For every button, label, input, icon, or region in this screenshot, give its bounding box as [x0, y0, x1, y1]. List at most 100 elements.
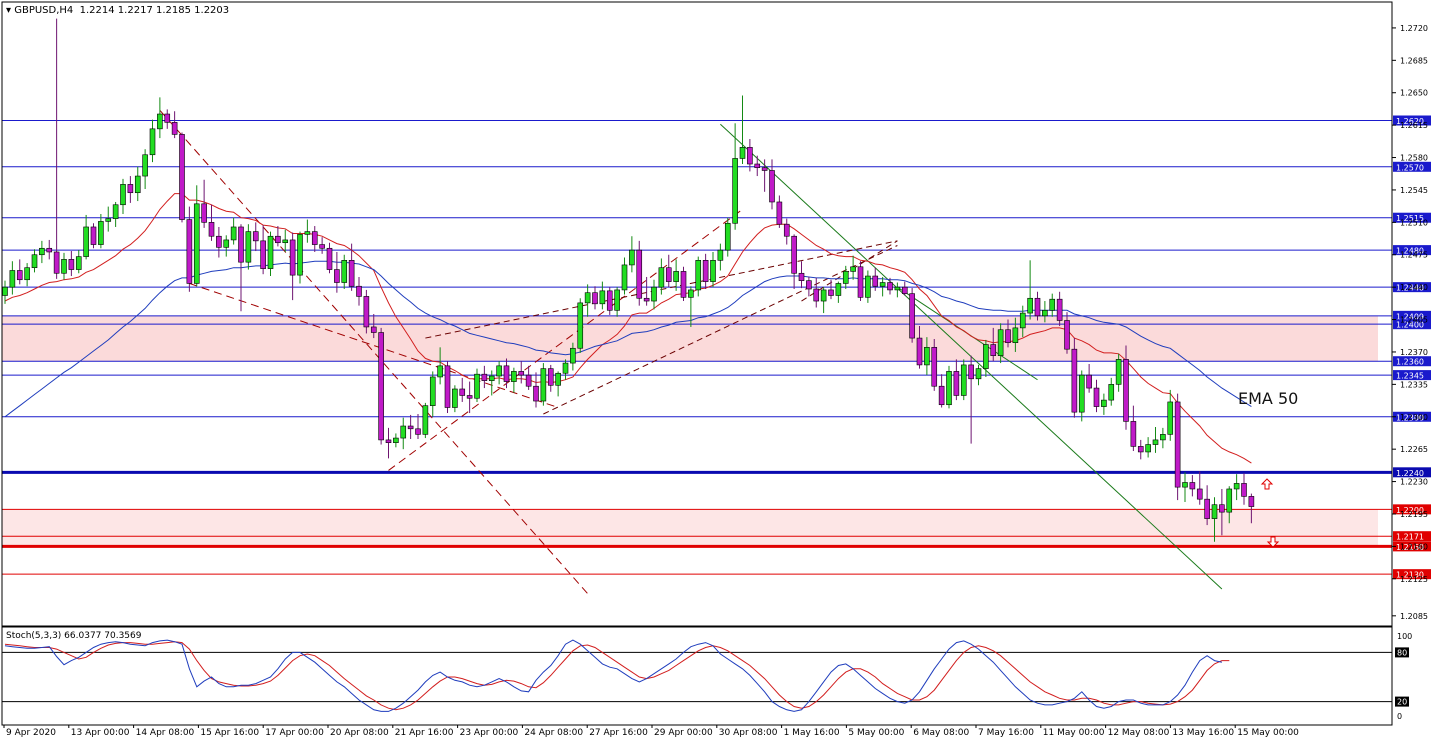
price-zone — [2, 315, 1378, 362]
bear-candle — [1071, 348, 1078, 413]
bear-candle — [53, 251, 60, 274]
bear-candle — [872, 275, 879, 287]
buy-arrow-icon — [1260, 478, 1274, 490]
bear-candle — [1219, 504, 1225, 513]
bear-candle — [791, 235, 797, 274]
bear-candle — [761, 167, 768, 171]
bear-candle — [806, 280, 812, 290]
bull-candle — [997, 329, 1004, 356]
bull-candle — [98, 221, 104, 245]
bull-candle — [1012, 327, 1019, 344]
level-price-tag — [1393, 370, 1431, 381]
bear-candle — [636, 249, 643, 299]
bear-candle — [127, 184, 134, 194]
bear-candle — [208, 222, 215, 237]
bear-candle — [356, 285, 362, 297]
bear-candle — [1034, 297, 1041, 317]
bear-candle — [769, 170, 775, 203]
bear-candle — [503, 365, 510, 382]
bull-candle — [673, 271, 679, 282]
bull-candle — [1108, 384, 1115, 401]
bull-candle — [1226, 488, 1233, 513]
time-tick-label: 29 Apr 00:00 — [654, 728, 713, 738]
bull-candle — [223, 239, 230, 248]
bear-candle — [90, 226, 97, 245]
price-tick-label: 1.2125 — [1400, 575, 1428, 584]
bear-candle — [680, 271, 687, 298]
bull-candle — [1049, 298, 1056, 311]
trend-line — [801, 240, 898, 302]
bull-candle — [9, 270, 16, 288]
bull-candle — [555, 372, 561, 386]
bear-candle — [1204, 498, 1210, 519]
time-tick-label: 30 Apr 08:00 — [719, 728, 778, 738]
bear-candle — [776, 201, 783, 225]
bear-candle — [754, 163, 761, 169]
time-tick-label: 5 May 00:00 — [848, 728, 904, 738]
bear-candle — [319, 244, 325, 249]
level-price-label: 1.2160 — [1396, 543, 1424, 552]
stoch-level-tag — [1395, 696, 1409, 707]
bull-candle — [732, 158, 738, 224]
level-price-tag — [1393, 541, 1431, 552]
time-tick-label: 9 Apr 2020 — [6, 728, 56, 738]
bull-candle — [1211, 504, 1218, 519]
bull-candle — [614, 289, 620, 311]
bull-candle — [267, 235, 274, 269]
stochastic-frame — [1, 626, 1393, 726]
bull-candle — [400, 425, 407, 439]
price-tick-label: 1.2580 — [1400, 154, 1428, 163]
bull-candle — [1027, 297, 1033, 314]
stochastic-panel: 100 80 20 0 — [2, 632, 1412, 721]
chart-menu-arrow-icon[interactable]: ▾ — [6, 5, 15, 16]
bull-candle — [341, 260, 348, 283]
bull-candle — [1019, 312, 1026, 329]
bull-candle — [1115, 359, 1122, 385]
bull-candle — [894, 286, 901, 291]
bull-candle — [724, 222, 731, 251]
bull-candle — [282, 239, 289, 244]
level-price-tag — [1393, 411, 1431, 422]
bear-candle — [481, 373, 488, 381]
bull-candle — [193, 203, 200, 284]
price-tick-label: 1.2615 — [1400, 121, 1428, 130]
time-tick-label: 15 May 00:00 — [1237, 728, 1299, 738]
level-price-label: 1.2300 — [1396, 413, 1424, 422]
price-tick-label: 1.2160 — [1400, 542, 1428, 551]
price-tick-label: 1.2720 — [1400, 24, 1428, 33]
bear-candle — [252, 231, 259, 242]
level-price-label: 1.2620 — [1396, 117, 1424, 126]
bear-candle — [643, 297, 650, 302]
bull-candle — [983, 344, 989, 369]
price-tick-label: 1.2685 — [1400, 56, 1428, 65]
bear-candle — [1064, 320, 1070, 350]
level-price-tag — [1393, 161, 1431, 172]
bear-candle — [444, 365, 451, 408]
bear-candle — [828, 289, 834, 296]
level-price-label: 1.2515 — [1396, 214, 1424, 223]
price-tick-label: 1.2545 — [1400, 186, 1428, 195]
bull-candle — [496, 365, 502, 377]
time-tick-label: 20 Apr 08:00 — [330, 728, 389, 738]
bull-candle — [429, 376, 436, 406]
level-price-label: 1.2345 — [1396, 372, 1424, 381]
bear-candle — [968, 364, 974, 380]
stoch-level-label: 100 — [1397, 632, 1412, 641]
stoch-main-line — [4, 639, 1223, 712]
bull-candle — [75, 256, 82, 270]
bull-candle — [879, 282, 886, 287]
bull-candle — [230, 226, 237, 241]
bear-candle — [901, 286, 908, 294]
bear-candle — [201, 203, 207, 223]
bear-candle — [702, 260, 709, 282]
bull-candle — [651, 286, 657, 302]
bear-candle — [171, 122, 178, 135]
stoch-level-tag — [1395, 647, 1409, 658]
bull-candle — [83, 226, 89, 257]
main-chart-frame — [1, 1, 1393, 627]
bear-candle — [783, 223, 790, 237]
bear-candle — [186, 219, 193, 284]
trend-line — [543, 245, 898, 415]
